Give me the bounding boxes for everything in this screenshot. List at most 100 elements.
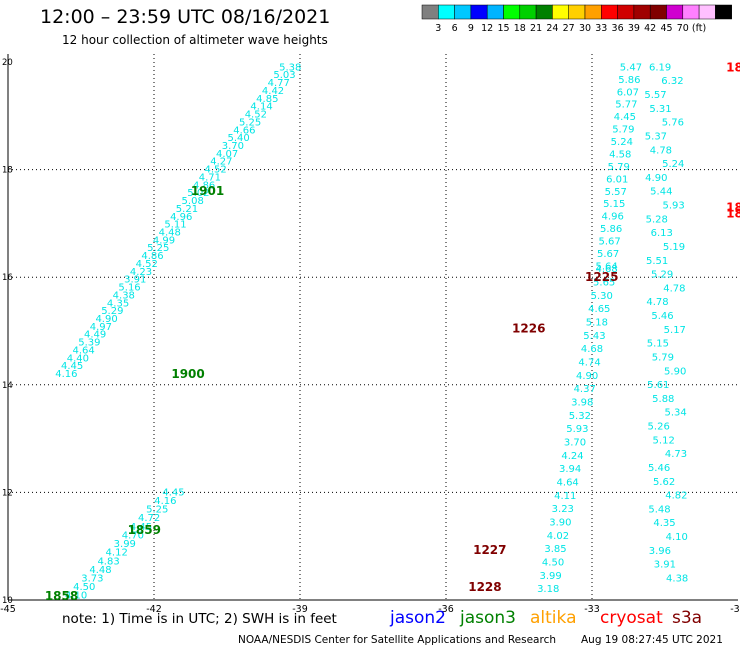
- timestamp-text: Aug 19 08:27:45 UTC 2021: [581, 634, 723, 646]
- data-label: 5.62: [653, 477, 675, 488]
- x-tick-label: -36: [438, 604, 454, 615]
- credit-text: NOAA/NESDIS Center for Satellite Applica…: [238, 634, 556, 646]
- data-label: 4.97: [90, 322, 112, 333]
- sat-label-s3a: s3a: [672, 608, 703, 628]
- data-label: 5.47: [620, 62, 642, 73]
- data-label: 4.35: [653, 518, 675, 529]
- data-label: 4.68: [581, 344, 603, 355]
- data-label: 4.65: [588, 304, 610, 315]
- colorbar-label: (ft): [692, 23, 706, 34]
- colorbar-swatch: [601, 4, 618, 20]
- data-label: 5.25: [147, 243, 169, 254]
- data-label: 4.50: [542, 558, 564, 569]
- data-label: 4.49: [84, 330, 106, 341]
- data-label: 5.24: [662, 159, 684, 170]
- data-label: 5.44: [650, 187, 672, 198]
- data-label: 4.64: [557, 478, 579, 489]
- colorbar-swatch: [503, 4, 521, 20]
- data-label: 4.82: [665, 491, 687, 502]
- data-label: 4.70: [122, 530, 144, 541]
- data-label: 5.51: [646, 256, 668, 267]
- colorbar-label: 42: [644, 23, 656, 34]
- data-label: 5.43: [583, 331, 605, 342]
- data-label: 3.91: [124, 275, 146, 286]
- data-label: 3.94: [559, 464, 581, 475]
- data-label: 5.11: [164, 220, 186, 231]
- colorbar-swatch: [666, 4, 684, 20]
- colorbar-swatch: [682, 4, 700, 20]
- y-tick-label: 16: [2, 273, 13, 283]
- data-label: 4.78: [650, 145, 672, 156]
- data-label: 5.48: [648, 504, 670, 515]
- data-label: 4.90: [95, 314, 117, 325]
- colorbar-swatch: [698, 4, 716, 20]
- data-label: 4.23: [130, 267, 152, 278]
- sat-label-altika: altika: [530, 608, 577, 628]
- data-label: 4.45: [61, 361, 83, 372]
- chart-subtitle: 12 hour collection of altimeter wave hei…: [62, 33, 328, 47]
- colorbar-label: 12: [481, 23, 493, 34]
- data-label: 4.24: [561, 451, 583, 462]
- data-label: 4.64: [72, 345, 94, 356]
- data-label: 5.39: [78, 338, 100, 349]
- data-label: 5.12: [653, 435, 675, 446]
- colorbar-label: 15: [497, 23, 509, 34]
- data-label: 4.90: [645, 173, 667, 184]
- colorbar-swatch: [486, 4, 504, 20]
- y-tick-label: 18: [2, 166, 13, 176]
- colorbar-label: 36: [612, 23, 624, 34]
- data-label: 5.57: [644, 90, 666, 101]
- data-label: 5.31: [649, 104, 671, 115]
- data-label: 6.01: [606, 174, 628, 185]
- data-label: 5.28: [646, 214, 668, 225]
- data-label: 5.86: [600, 224, 622, 235]
- colorbar-swatch: [584, 4, 602, 20]
- colorbar-label: 27: [563, 23, 575, 34]
- data-label: 3.73: [81, 573, 103, 584]
- colorbar-swatch: [568, 4, 586, 20]
- data-label: 5.64: [595, 261, 617, 272]
- time-label: 1228: [468, 580, 501, 594]
- data-label: 5.34: [664, 408, 686, 419]
- data-label: 4.86: [193, 180, 215, 191]
- colorbar-label: 6: [452, 23, 458, 34]
- data-label: 3.99: [114, 539, 136, 550]
- data-label: 5.67: [599, 237, 621, 248]
- data-label: 5.79: [608, 162, 630, 173]
- data-label: 3.23: [552, 504, 574, 515]
- y-tick-label: 12: [2, 488, 13, 498]
- data-label: 5.16: [118, 283, 140, 294]
- data-label: 4.48: [89, 565, 111, 576]
- data-label: 4.71: [199, 172, 221, 183]
- time-label: 1859: [128, 523, 161, 537]
- data-label: 5.88: [652, 394, 674, 405]
- data-label: 3.99: [540, 571, 562, 582]
- data-label: 5.46: [648, 463, 670, 474]
- data-label: 4.45: [614, 112, 636, 123]
- data-label: 4.78: [663, 283, 685, 294]
- data-label: 4.85: [256, 94, 278, 105]
- data-label: 4.90: [576, 371, 598, 382]
- colorbar-label: 33: [595, 23, 607, 34]
- time-label: 1828: [726, 60, 740, 74]
- y-tick-label: 20: [2, 58, 13, 68]
- data-label: 4.40: [67, 353, 89, 364]
- note-text: note: 1) Time is in UTC; 2) SWH is in fe…: [62, 611, 337, 627]
- data-label: 4.48: [159, 228, 181, 239]
- data-label: 4.52: [205, 165, 227, 176]
- data-label: 4.10: [666, 532, 688, 543]
- data-label: 4.02: [547, 531, 569, 542]
- data-label: 4.07: [216, 149, 238, 160]
- colorbar-label: 9: [468, 23, 474, 34]
- data-label: 4.52: [245, 110, 267, 121]
- data-label: 3.18: [537, 584, 559, 595]
- data-label: 5.25: [239, 117, 261, 128]
- data-label: 5.24: [611, 137, 633, 148]
- time-label: 1828: [726, 207, 740, 221]
- data-label: 5.21: [176, 204, 198, 215]
- data-label: 5.46: [651, 311, 673, 322]
- sat-label-jason3: jason3: [460, 608, 516, 628]
- colorbar-swatch: [519, 4, 537, 20]
- data-label: 5.17: [664, 325, 686, 336]
